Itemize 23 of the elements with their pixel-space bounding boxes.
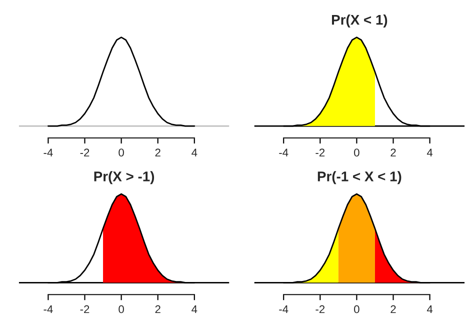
chart-title: Pr(X < 1): [332, 14, 388, 28]
x-tick-label: -2: [316, 305, 325, 314]
chart-title: Pr(-1 < X < 1): [318, 171, 402, 184]
x-tick-label: 0: [118, 148, 124, 156]
x-tick-label: 0: [118, 305, 124, 314]
x-tick-label: 4: [426, 148, 433, 156]
x-tick-label: -4: [44, 148, 53, 156]
x-tick-label: 2: [155, 305, 160, 314]
x-tick-label: 2: [155, 148, 160, 156]
x-tick-label: -2: [80, 148, 90, 156]
chart-title: Pr(X > -1): [94, 171, 154, 184]
x-tick-label: 0: [354, 148, 360, 156]
x-tick-label: 4: [192, 148, 198, 156]
x-tick-label: -4: [279, 148, 288, 156]
x-tick-label: -2: [80, 305, 90, 314]
x-tick-label: -2: [316, 148, 325, 156]
x-tick-label: 2: [390, 305, 396, 314]
x-tick-label: -4: [279, 305, 288, 314]
x-tick-label: 0: [354, 305, 360, 314]
x-tick-label: 4: [426, 305, 433, 314]
x-tick-label: 4: [192, 305, 198, 314]
x-tick-label: -4: [44, 305, 53, 314]
x-tick-label: 2: [390, 148, 396, 156]
